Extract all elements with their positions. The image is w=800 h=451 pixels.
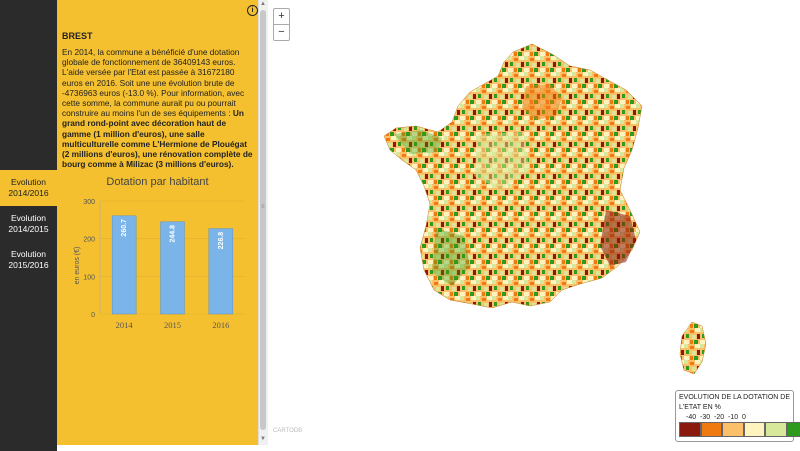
legend-title: EVOLUTION DE LA DOTATION DE L'ETAT EN %: [679, 394, 790, 411]
brittany-region[interactable]: [394, 130, 442, 154]
y-tick-label: 200: [83, 237, 95, 244]
x-tick-label: 2015: [164, 320, 181, 330]
commune-description: En 2014, la commune a bénéficié d'une do…: [62, 47, 256, 169]
info-panel: [57, 0, 258, 445]
south-west-region[interactable]: [432, 228, 470, 286]
zoom-in-button[interactable]: +: [273, 8, 290, 25]
scroll-thumb[interactable]: [260, 10, 266, 430]
legend-tick-label: 0: [742, 414, 746, 421]
legend-tick-label: -10: [728, 414, 739, 421]
panel-scrollbar[interactable]: ▲ ≡ ▼: [258, 0, 268, 445]
commune-title: BREST: [62, 31, 93, 41]
legend-swatch: [743, 422, 765, 437]
description-highlight: Un grand rond-point avec décoration haut…: [62, 108, 253, 170]
legend-swatch: [765, 422, 787, 437]
centre-region[interactable]: [474, 132, 530, 190]
scroll-up-icon[interactable]: ▲: [260, 1, 266, 7]
y-tick-label: 100: [83, 274, 95, 281]
y-tick-label: 300: [83, 199, 95, 206]
alps-region[interactable]: [600, 210, 636, 266]
zoom-out-button[interactable]: −: [273, 24, 290, 41]
tab-evolution-2014-2016[interactable]: Evolution 2014/2016: [0, 170, 57, 206]
legend-swatch: [700, 422, 722, 437]
legend-ticks: -40 -30 -20 -10 0: [680, 414, 792, 422]
info-icon[interactable]: i: [247, 5, 258, 16]
chart-title: Dotation par habitant: [106, 176, 209, 188]
y-axis-label: en euros (€): [74, 247, 81, 285]
tab-label-line1: Evolution: [11, 249, 46, 259]
tab-label-line2: 2014/2016: [8, 188, 49, 198]
scroll-grip-icon: ≡: [261, 204, 265, 210]
side-navigation-top: [0, 0, 57, 170]
cartodb-watermark: CARTODB: [273, 428, 303, 434]
bar: [208, 228, 234, 315]
x-tick-label: 2014: [116, 320, 134, 330]
legend-swatch: [722, 422, 744, 437]
tab-label-line1: Evolution: [11, 213, 46, 223]
legend-tick-label: -40: [686, 414, 697, 421]
dotation-bar-chart: 0 100 200 300 en euros (€) 260.7 2014 244.8 2015…: [74, 199, 245, 330]
bar-value-label: 244.8: [170, 225, 177, 243]
tab-label-line2: 2015/2016: [8, 260, 49, 270]
tab-label-line2: 2014/2015: [8, 224, 49, 234]
side-navigation: [0, 0, 57, 451]
description-text: En 2014, la commune a bénéficié d'une do…: [62, 47, 245, 119]
bar: [160, 221, 185, 315]
map-legend: EVOLUTION DE LA DOTATION DE L'ETAT EN % …: [675, 390, 800, 442]
legend-tick-label: -30: [700, 414, 711, 421]
y-tick-label: 0: [91, 312, 95, 319]
tab-evolution-2015-2016[interactable]: Evolution 2015/2016: [0, 242, 57, 278]
bar: [111, 215, 137, 315]
tab-evolution-2014-2015[interactable]: Evolution 2014/2015: [0, 206, 57, 242]
tab-label-line1: Evolution: [11, 177, 46, 187]
paris-region[interactable]: [522, 84, 562, 120]
bar-value-label: 260.7: [121, 219, 128, 237]
scroll-down-icon[interactable]: ▼: [260, 436, 266, 442]
x-tick-label: 2016: [212, 320, 229, 330]
bar-value-label: 226.8: [218, 232, 225, 250]
legend-swatches: [679, 422, 800, 437]
corsica[interactable]: [679, 321, 707, 375]
legend-swatch: [679, 422, 701, 437]
legend-tick-label: -20: [714, 414, 725, 421]
france-choropleth-map[interactable]: [380, 40, 710, 380]
legend-swatch: [786, 422, 800, 437]
